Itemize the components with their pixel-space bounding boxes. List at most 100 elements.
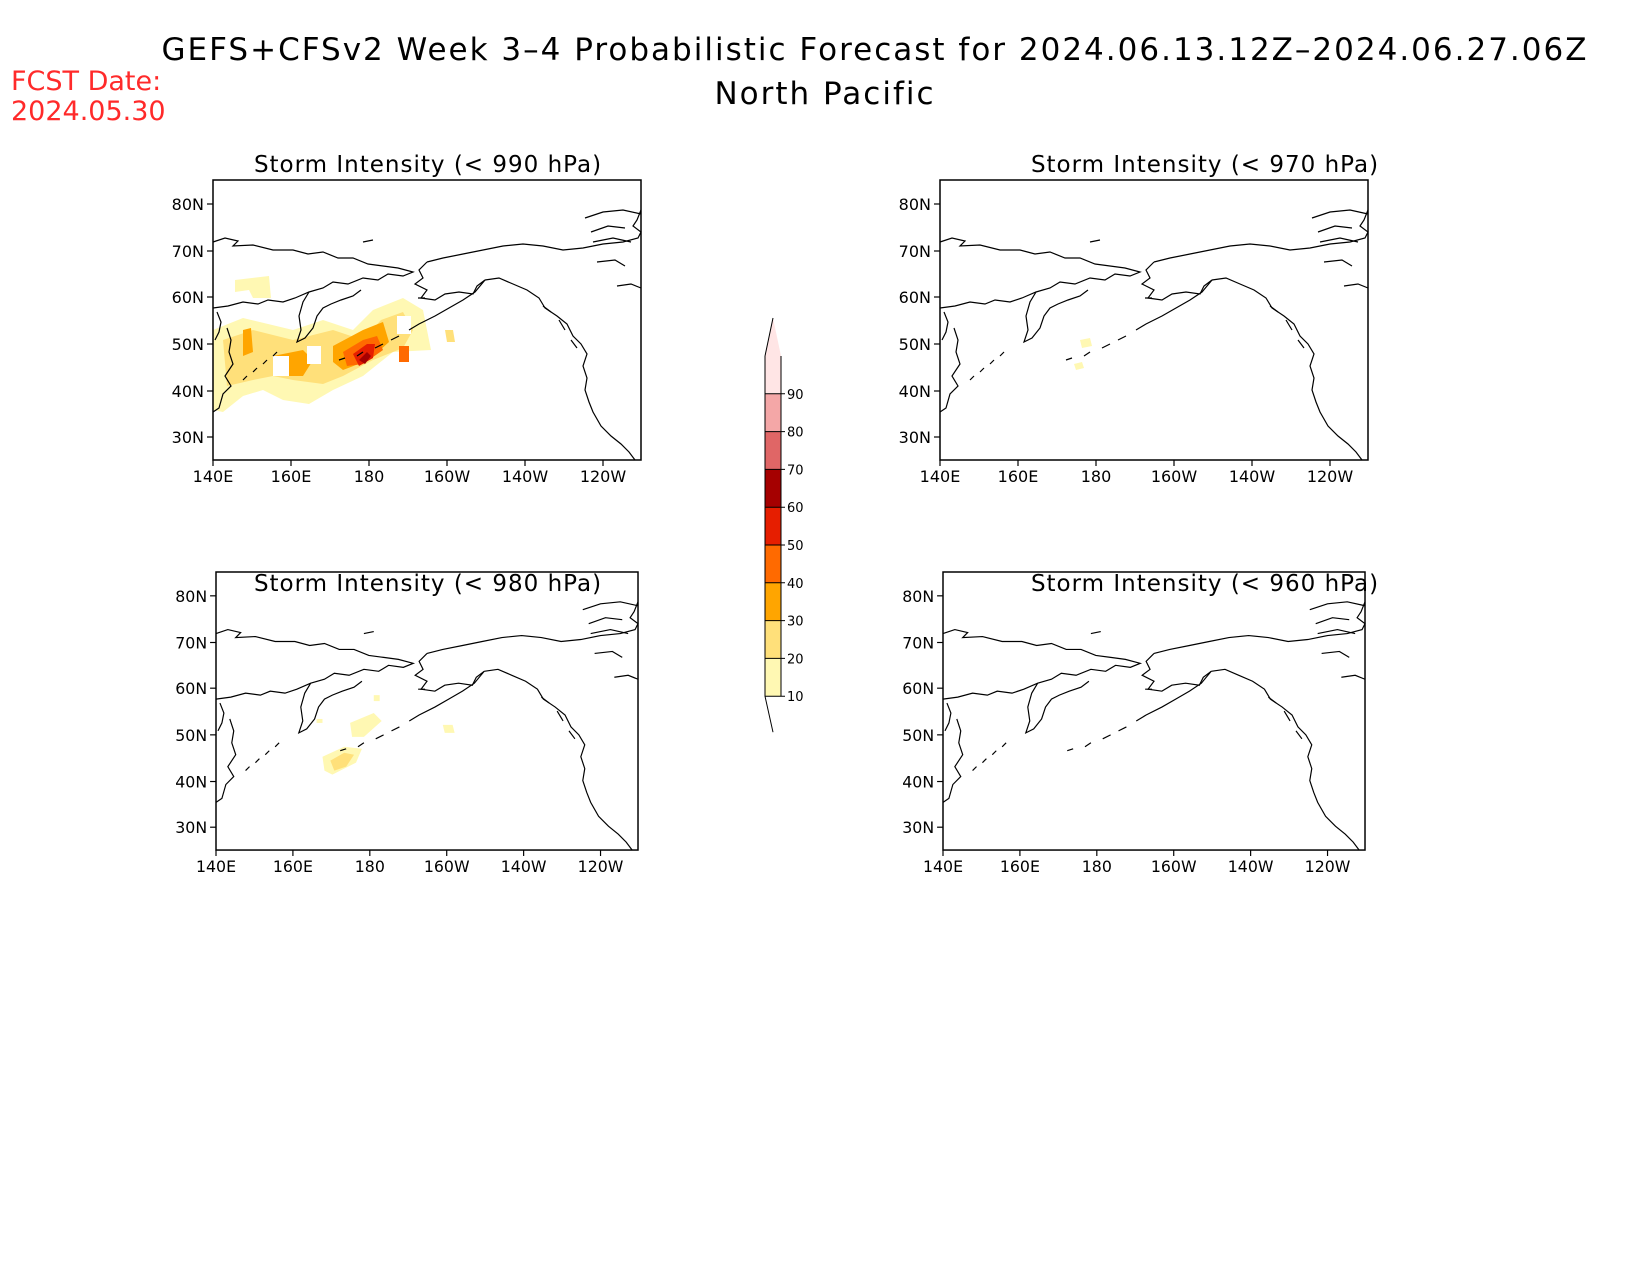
colorbar-swatch [765,431,781,470]
probability-contour [373,695,380,702]
coastline-960 [942,601,1366,851]
lon-tick-label: 180 [1082,857,1112,876]
lat-tick-label: 50N [899,335,931,354]
probability-shading-990 [213,276,455,412]
lat-tick-label: 50N [902,726,934,745]
lat-tick-label: 50N [175,726,207,745]
probability-contour [243,328,253,356]
coastline-970 [939,209,1369,461]
lat-tick-label: 60N [899,288,931,307]
lat-tick-label: 70N [899,242,931,261]
colorbar-level-label: 80 [787,426,804,441]
colorbar-swatch [765,393,781,432]
probability-contour [399,346,409,362]
lat-tick-label: 70N [175,633,207,652]
lon-tick-label: 160W [1151,467,1198,486]
lon-tick-label: 140E [193,467,234,486]
lat-tick-label: 60N [172,288,204,307]
map-panel-980: 140E 160E 180 160W 140W 120W 80N 70N 60N 50N 40N 30… [175,571,639,876]
panel-title-980: Storm Intensity (< 980 hPa) [253,571,603,597]
forecast-date-value: 2024.05.30 [11,96,166,127]
lon-tick-label: 160W [1151,857,1197,876]
lon-tick-label: 160W [424,467,471,486]
lon-tick-label: 140W [502,467,549,486]
probability-contour [445,330,455,342]
lat-tick-label: 70N [902,633,934,652]
probability-shading-980 [316,695,455,775]
probability-contour [350,713,382,737]
lon-tick-label: 180 [1081,467,1112,486]
colorbar-level-label: 30 [787,615,804,630]
lat-tick-label: 40N [899,382,931,401]
lon-tick-label: 120W [580,467,627,486]
colorbar-swatch [765,469,781,508]
colorbar-level-label: 60 [787,501,804,516]
lat-tick-label: 80N [175,587,207,606]
lon-tick-label: 160E [271,467,312,486]
panel-title-960: Storm Intensity (< 960 hPa) [1030,571,1380,597]
colorbar-swatch [765,582,781,621]
lon-tick-label: 140W [1228,857,1274,876]
lon-tick-label: 140E [923,857,963,876]
lat-tick-label: 30N [175,818,207,837]
lat-tick-label: 30N [172,428,204,447]
lat-tick-label: 30N [899,428,931,447]
probability-contour [316,718,323,723]
map-frame-970 [939,179,1369,461]
forecast-date-label: FCST Date: [11,66,162,97]
colorbar-swatch [765,356,781,394]
lon-tick-label: 120W [1305,857,1351,876]
colorbar-level-label: 40 [787,577,804,592]
colorbar-level-label: 50 [787,539,804,554]
probability-contour [273,356,289,376]
region-subtitle: North Pacific [714,76,936,112]
map-panel-970: 140E 160E 180 160W 140W 120W 80N 70N 60N 50N 40N 30… [899,179,1369,486]
lat-tick-label: 80N [899,195,931,214]
lat-tick-label: 40N [172,382,204,401]
panel-title-970: Storm Intensity (< 970 hPa) [1030,152,1380,178]
lon-tick-label: 140E [920,467,961,486]
map-panel-990: 140E 160E 180 160W 140W 120W 80N 70N 60N 50N 40N 30… [172,179,642,486]
lon-tick-label: 160W [424,857,470,876]
coastline-980 [215,601,639,851]
map-frame-980 [215,571,639,851]
probability-contour [330,752,355,771]
lon-tick-label: 180 [354,467,385,486]
probability-shading-970 [1074,338,1092,370]
lat-tick-label: 80N [902,587,934,606]
panel-title-990: Storm Intensity (< 990 hPa) [253,152,603,178]
map-frame-990 [212,179,642,461]
lon-tick-label: 140W [501,857,547,876]
probability-contour [235,276,271,298]
colorbar-swatch [765,658,781,697]
page-title: GEFS+CFSv2 Week 3–4 Probabilistic Foreca… [161,32,1589,68]
colorbar-top-cap [765,318,781,356]
lon-tick-label: 160E [1000,857,1040,876]
lat-tick-label: 50N [172,335,204,354]
lon-tick-label: 140E [196,857,236,876]
probability-contour [1080,338,1092,348]
lat-tick-label: 40N [902,772,934,791]
lon-tick-label: 120W [578,857,624,876]
colorbar-swatch [765,620,781,659]
lat-tick-label: 40N [175,772,207,791]
lat-tick-label: 80N [172,195,204,214]
colorbar-level-label: 20 [787,652,804,667]
lat-tick-label: 70N [172,242,204,261]
lon-tick-label: 140W [1229,467,1276,486]
lon-tick-label: 120W [1307,467,1354,486]
probability-contour [359,352,371,364]
colorbar-swatch [765,545,781,583]
colorbar-swatch [765,507,781,545]
probability-contour [1074,362,1084,370]
colorbar-level-label: 10 [787,690,804,705]
probability-contour [442,724,455,733]
lon-tick-label: 160E [998,467,1039,486]
probability-contour [397,316,411,334]
lat-tick-label: 60N [902,679,934,698]
map-frame-960 [942,571,1366,851]
lon-tick-label: 160E [273,857,313,876]
lat-tick-label: 30N [902,818,934,837]
colorbar-level-label: 90 [787,388,804,403]
